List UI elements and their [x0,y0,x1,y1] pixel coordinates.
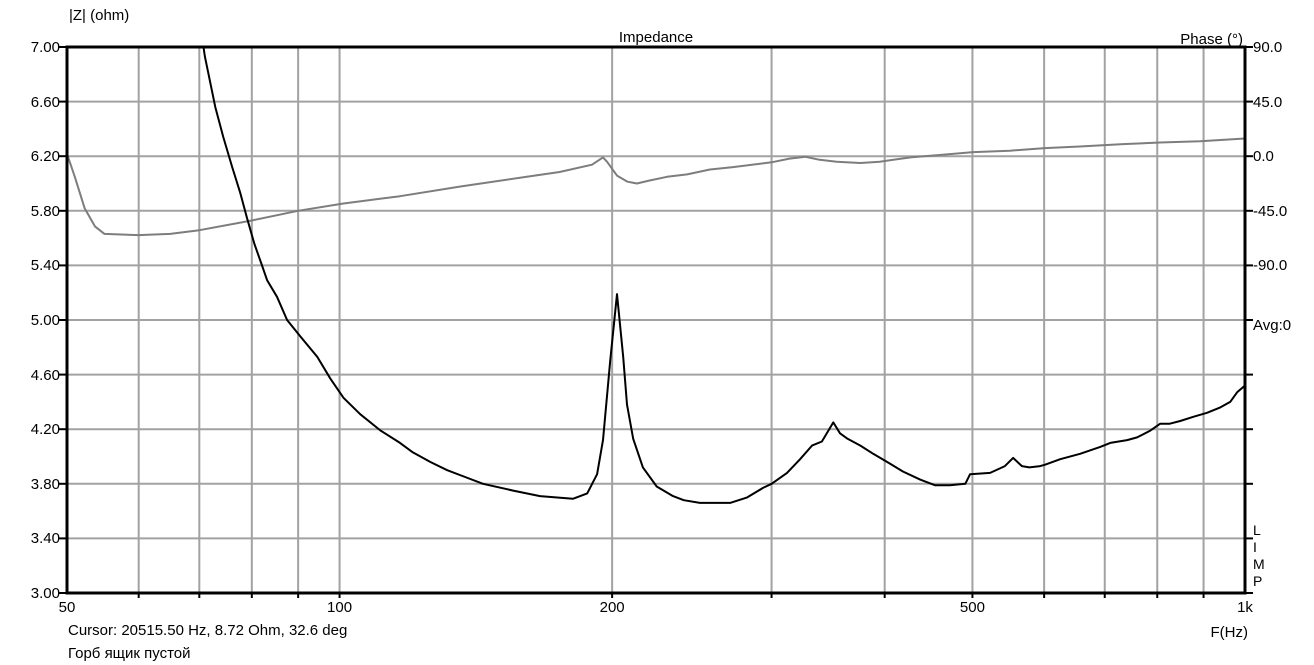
left-axis-tick-label: 3.00 [30,585,60,602]
chart-title: Impedance [618,29,694,46]
right-axis-title: Phase (°) [1180,31,1243,48]
left-axis-tick-label: 4.20 [30,421,60,439]
limp-watermark: L I M P [1253,522,1265,589]
right-axis-tick-label: 90.0 [1253,39,1283,56]
right-axis-tick-label: 0.0 [1253,148,1274,166]
x-axis-tick-label: 1k [1237,599,1253,616]
left-axis-tick-label: 5.80 [30,202,60,220]
left-axis-title: |Z| (ohm) [69,7,130,24]
impedance-curve [202,47,1245,504]
right-axis-tick-label: -45.0 [1253,202,1288,220]
left-axis-tick-label: 6.20 [30,148,60,166]
cursor-readout: Cursor: 20515.50 Hz, 8.72 Ohm, 32.6 deg [68,622,348,639]
avg-label: Avg:0 [1253,317,1292,334]
left-axis-tick-label: 3.80 [30,475,60,493]
right-axis-tick-label: -90.0 [1253,257,1288,275]
x-axis-tick-label: 50 [58,599,76,616]
left-axis-tick-label: 5.40 [30,257,60,275]
left-axis-tick-label: 6.60 [30,93,60,111]
x-axis-tick-label: 500 [959,599,985,616]
right-axis-tick-label: 45.0 [1253,93,1283,111]
left-axis-tick-label: 3.40 [30,530,60,548]
phase-curve [67,137,1245,237]
plot-frame [65,45,1247,595]
x-axis-tick-label: 100 [327,599,353,616]
left-axis-tick-label: 4.60 [30,366,60,384]
measurement-note: Горб ящик пустой [68,645,191,662]
left-axis-tick-label: 5.00 [30,312,60,329]
x-axis-tick-label: 200 [599,599,625,616]
left-axis-tick-label: 7.00 [30,39,60,56]
x-axis-title: F(Hz) [1210,624,1249,641]
